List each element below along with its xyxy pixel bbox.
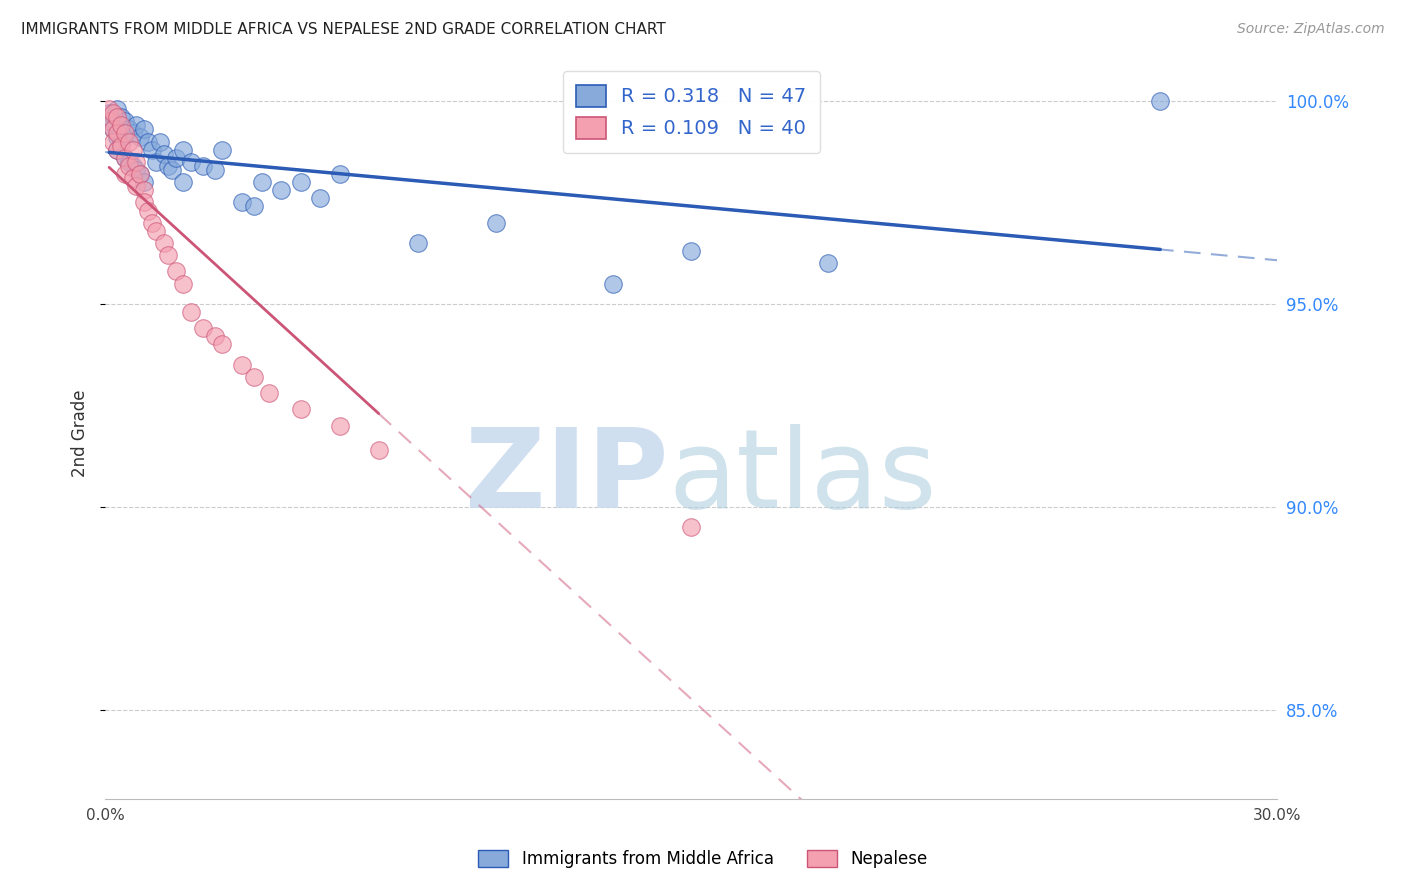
Point — [118, 154, 141, 169]
Point — [101, 114, 124, 128]
Point — [101, 135, 124, 149]
Text: atlas: atlas — [668, 424, 936, 531]
Point — [114, 114, 136, 128]
Point — [165, 264, 187, 278]
Point — [156, 248, 179, 262]
Point — [105, 102, 128, 116]
Text: IMMIGRANTS FROM MIDDLE AFRICA VS NEPALESE 2ND GRADE CORRELATION CHART: IMMIGRANTS FROM MIDDLE AFRICA VS NEPALES… — [21, 22, 666, 37]
Point — [98, 106, 121, 120]
Point — [290, 402, 312, 417]
Point — [105, 110, 128, 124]
Point — [105, 130, 128, 145]
Point — [1149, 94, 1171, 108]
Point — [141, 216, 163, 230]
Point — [485, 216, 508, 230]
Point — [681, 520, 703, 534]
Point — [125, 163, 148, 178]
Point — [105, 143, 128, 157]
Point — [114, 151, 136, 165]
Point — [367, 442, 389, 457]
Point — [204, 163, 226, 178]
Legend: Immigrants from Middle Africa, Nepalese: Immigrants from Middle Africa, Nepalese — [471, 843, 935, 875]
Point — [149, 135, 172, 149]
Text: ZIP: ZIP — [464, 424, 668, 531]
Point — [153, 146, 176, 161]
Point — [129, 130, 152, 145]
Point — [121, 171, 143, 186]
Point — [259, 386, 281, 401]
Point — [136, 135, 159, 149]
Point — [165, 151, 187, 165]
Point — [145, 154, 167, 169]
Point — [290, 175, 312, 189]
Y-axis label: 2nd Grade: 2nd Grade — [72, 390, 89, 477]
Point — [211, 143, 233, 157]
Point — [136, 203, 159, 218]
Point — [129, 167, 152, 181]
Point — [242, 369, 264, 384]
Point — [114, 151, 136, 165]
Point — [118, 122, 141, 136]
Point — [110, 138, 132, 153]
Point — [231, 358, 253, 372]
Point — [101, 122, 124, 136]
Point — [329, 418, 352, 433]
Point — [121, 159, 143, 173]
Point — [105, 143, 128, 157]
Point — [172, 277, 194, 291]
Point — [98, 114, 121, 128]
Point — [141, 143, 163, 157]
Point — [250, 175, 273, 189]
Point — [270, 183, 292, 197]
Point — [309, 191, 332, 205]
Point — [406, 235, 429, 250]
Point — [118, 135, 141, 149]
Point — [180, 154, 202, 169]
Point — [231, 195, 253, 210]
Point — [681, 244, 703, 258]
Point — [101, 106, 124, 120]
Point — [125, 154, 148, 169]
Point — [160, 163, 183, 178]
Point — [329, 167, 352, 181]
Point — [118, 159, 141, 173]
Point — [98, 102, 121, 116]
Point — [101, 122, 124, 136]
Point — [191, 321, 214, 335]
Point — [114, 127, 136, 141]
Point — [134, 175, 156, 189]
Point — [817, 256, 839, 270]
Point — [172, 175, 194, 189]
Point — [121, 127, 143, 141]
Point — [105, 127, 128, 141]
Point — [156, 159, 179, 173]
Point — [180, 305, 202, 319]
Point — [204, 329, 226, 343]
Point — [602, 277, 624, 291]
Point — [121, 143, 143, 157]
Point — [125, 118, 148, 132]
Point — [110, 118, 132, 132]
Point — [145, 224, 167, 238]
Point — [191, 159, 214, 173]
Point — [153, 235, 176, 250]
Point — [129, 167, 152, 181]
Point — [172, 143, 194, 157]
Point — [211, 337, 233, 351]
Point — [134, 122, 156, 136]
Point — [110, 135, 132, 149]
Point — [134, 183, 156, 197]
Point — [110, 110, 132, 124]
Text: Source: ZipAtlas.com: Source: ZipAtlas.com — [1237, 22, 1385, 37]
Point — [242, 199, 264, 213]
Legend: R = 0.318   N = 47, R = 0.109   N = 40: R = 0.318 N = 47, R = 0.109 N = 40 — [562, 71, 820, 153]
Point — [114, 167, 136, 181]
Point — [134, 195, 156, 210]
Point — [125, 179, 148, 194]
